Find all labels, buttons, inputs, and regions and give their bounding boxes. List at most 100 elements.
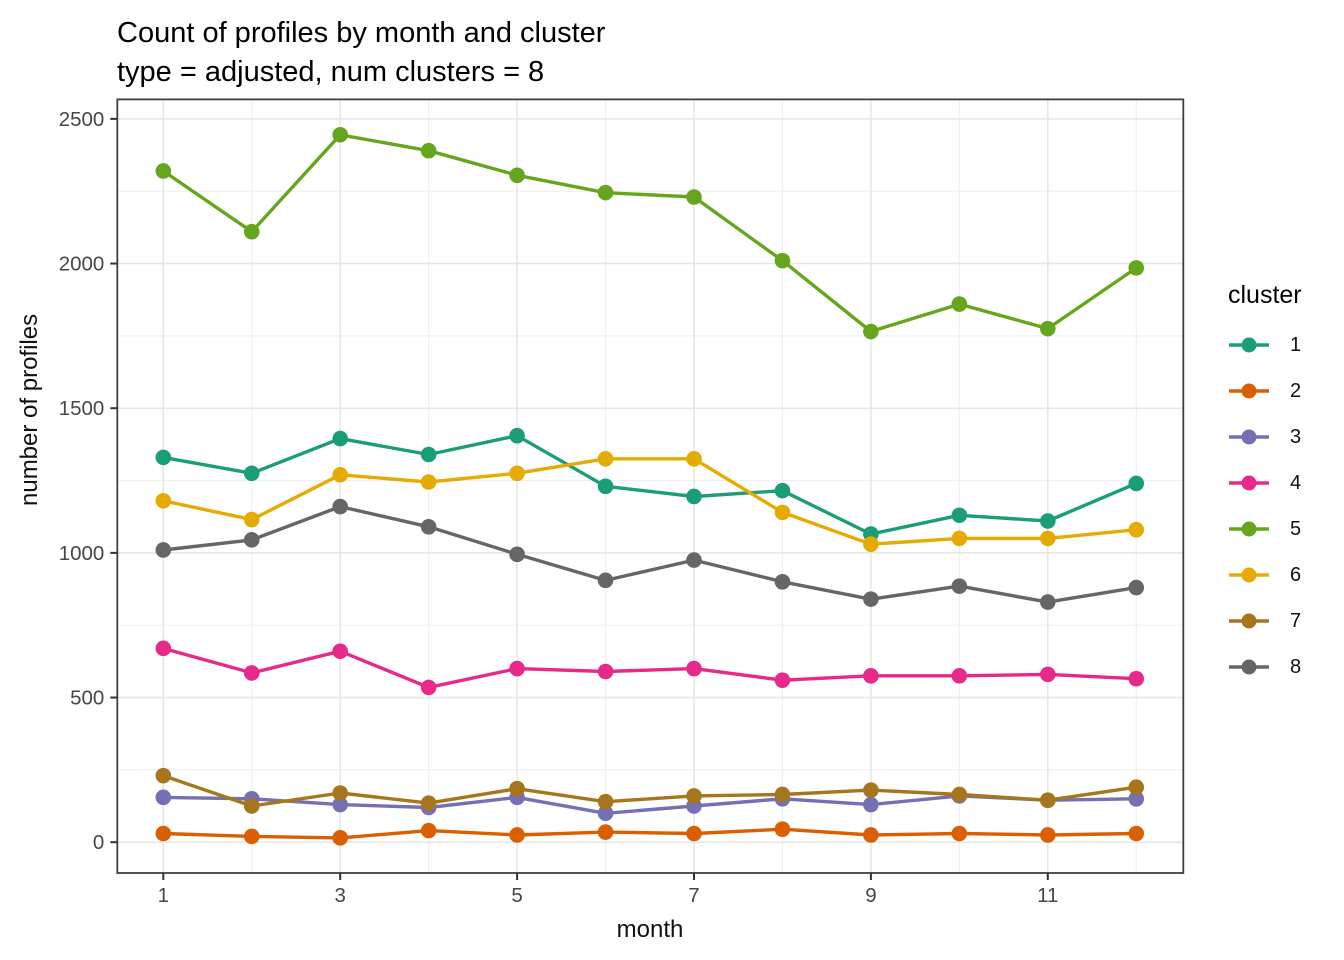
data-point-cluster-8	[686, 552, 702, 568]
x-tick-label: 9	[865, 884, 876, 907]
y-tick-label: 500	[70, 687, 104, 710]
legend-item-label: 2	[1290, 379, 1302, 402]
data-point-cluster-7	[1040, 792, 1056, 809]
y-axis-title: number of profiles	[16, 314, 44, 506]
data-point-cluster-7	[509, 780, 525, 797]
data-point-cluster-6	[686, 451, 702, 467]
data-point-cluster-3	[597, 805, 614, 822]
data-point-cluster-1	[1128, 475, 1145, 492]
data-point-cluster-7	[774, 786, 791, 803]
data-point-cluster-1	[951, 507, 968, 524]
legend-item-label: 8	[1290, 655, 1302, 678]
data-point-cluster-4	[686, 660, 702, 677]
data-point-cluster-1	[332, 430, 349, 447]
data-point-cluster-5	[863, 323, 879, 340]
data-point-cluster-5	[597, 184, 614, 201]
data-point-cluster-7	[243, 798, 260, 814]
x-tick-label: 5	[511, 884, 522, 907]
data-point-cluster-7	[686, 788, 702, 804]
y-tick-label: 1500	[59, 397, 105, 420]
x-tick-label: 1	[158, 884, 169, 907]
legend-item-label: 5	[1290, 517, 1302, 540]
data-point-cluster-8	[332, 498, 349, 515]
data-point-cluster-6	[1040, 530, 1056, 547]
data-point-cluster-4	[509, 660, 525, 677]
legend-items: 1 2 3 4 5 6 7 8	[1228, 322, 1302, 690]
chart-title: Count of profiles by month and cluster	[117, 17, 606, 49]
data-point-cluster-5	[509, 167, 525, 184]
data-point-cluster-7	[1128, 779, 1145, 796]
data-point-cluster-1	[155, 449, 172, 466]
data-point-cluster-4	[332, 643, 349, 660]
data-point-cluster-4	[420, 679, 437, 696]
data-point-cluster-3	[155, 789, 172, 806]
legend-item-label: 1	[1290, 333, 1302, 356]
data-point-cluster-6	[155, 492, 172, 509]
data-point-cluster-2	[420, 822, 437, 839]
legend-item-cluster-1: 1	[1228, 322, 1302, 368]
data-point-cluster-4	[774, 672, 791, 688]
data-point-cluster-7	[332, 785, 349, 801]
data-point-cluster-5	[243, 223, 260, 240]
legend-item-cluster-3: 3	[1228, 414, 1302, 460]
data-point-cluster-4	[243, 665, 260, 681]
legend-key-icon	[1229, 337, 1269, 353]
panel-border	[116, 98, 1185, 874]
legend-key-icon	[1229, 429, 1269, 445]
data-point-cluster-2	[951, 825, 968, 842]
legend-item-cluster-2: 2	[1228, 368, 1302, 414]
data-point-cluster-2	[863, 827, 879, 843]
series-line-cluster-2	[161, 827, 1139, 840]
data-point-cluster-8	[1040, 594, 1056, 610]
legend-item-cluster-6: 6	[1228, 552, 1302, 598]
data-point-cluster-8	[420, 519, 437, 535]
data-point-cluster-1	[686, 488, 702, 505]
data-point-cluster-1	[1040, 513, 1056, 529]
data-point-cluster-1	[243, 465, 260, 482]
data-point-cluster-7	[420, 795, 437, 811]
legend-key-icon	[1229, 613, 1269, 629]
chart-subtitle: type = adjusted, num clusters = 8	[117, 56, 545, 88]
data-point-cluster-8	[597, 572, 614, 589]
data-point-cluster-5	[951, 296, 968, 312]
series-line-cluster-6	[161, 457, 1139, 546]
data-point-cluster-6	[1128, 521, 1145, 538]
y-tick-label: 2000	[59, 253, 105, 276]
data-point-cluster-3	[863, 796, 879, 813]
legend-item-cluster-7: 7	[1228, 598, 1302, 644]
data-point-cluster-3	[332, 796, 349, 813]
legend-key-icon	[1229, 567, 1269, 583]
data-point-cluster-8	[509, 546, 525, 563]
y-tick-label: 1000	[59, 542, 105, 565]
data-point-cluster-6	[597, 451, 614, 467]
series-line-cluster-8	[161, 504, 1139, 604]
legend-title: cluster	[1228, 281, 1302, 309]
data-point-cluster-8	[155, 542, 172, 558]
data-point-cluster-4	[155, 640, 172, 657]
legend-item-cluster-8: 8	[1228, 644, 1302, 690]
x-axis-title: month	[616, 916, 684, 943]
data-point-cluster-6	[863, 536, 879, 552]
panel-background	[117, 99, 1184, 873]
y-axis-title-text: number of profiles	[16, 313, 43, 506]
data-point-cluster-2	[597, 824, 614, 840]
data-point-cluster-4	[1128, 670, 1145, 687]
data-point-cluster-5	[774, 252, 791, 269]
data-point-cluster-2	[1128, 825, 1145, 842]
legend-key-icon	[1229, 521, 1269, 537]
data-point-cluster-7	[951, 786, 968, 803]
data-point-cluster-4	[1040, 666, 1056, 683]
data-point-cluster-6	[951, 530, 968, 547]
data-point-cluster-8	[951, 578, 968, 594]
data-point-cluster-3	[1128, 791, 1145, 807]
data-point-cluster-2	[155, 825, 172, 842]
data-point-cluster-6	[332, 466, 349, 483]
data-point-cluster-2	[332, 830, 349, 846]
data-point-cluster-5	[155, 163, 172, 179]
x-tick-label: 11	[1037, 884, 1058, 907]
series-line-cluster-4	[161, 646, 1139, 690]
data-point-cluster-5	[332, 126, 349, 143]
data-point-cluster-6	[774, 504, 791, 521]
